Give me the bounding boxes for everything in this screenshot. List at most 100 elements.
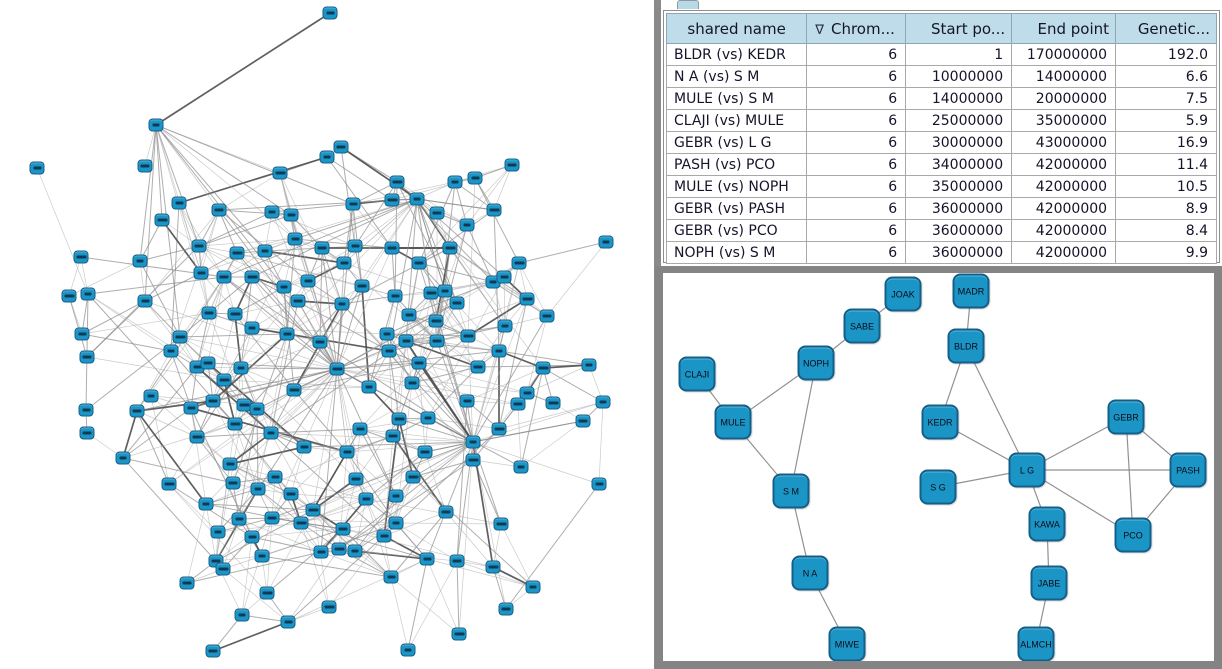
- large-network-node[interactable]: [189, 430, 205, 444]
- large-network-node[interactable]: [336, 256, 352, 270]
- large-network-node[interactable]: [438, 505, 454, 519]
- large-network-node[interactable]: [183, 401, 199, 415]
- large-network-node[interactable]: [234, 608, 250, 622]
- large-network-node[interactable]: [545, 396, 561, 410]
- large-network-node[interactable]: [205, 394, 221, 408]
- table-row[interactable]: GEBR (vs) PASH 6 36000000 42000000 8.9: [665, 197, 1217, 220]
- large-network-node[interactable]: [423, 286, 439, 300]
- table-row[interactable]: NOPH (vs) S M 6 36000000 42000000 9.9: [665, 241, 1217, 264]
- large-network-node[interactable]: [80, 287, 96, 301]
- large-network-node[interactable]: [417, 445, 433, 459]
- large-network-node[interactable]: [137, 159, 153, 173]
- large-network-node[interactable]: [279, 327, 295, 341]
- large-network-node[interactable]: [411, 356, 427, 370]
- large-network-node[interactable]: [486, 203, 502, 217]
- network-node-n-a[interactable]: N A: [791, 555, 829, 591]
- large-network-node[interactable]: [263, 426, 279, 440]
- large-network-node[interactable]: [358, 492, 374, 506]
- table-cell[interactable]: 42000000: [1011, 197, 1117, 220]
- large-network-node[interactable]: [388, 489, 404, 503]
- large-network-node[interactable]: [398, 334, 414, 348]
- large-network-node[interactable]: [200, 356, 216, 370]
- large-network-node[interactable]: [401, 308, 417, 322]
- large-network-node[interactable]: [447, 175, 463, 189]
- large-network-node[interactable]: [283, 208, 299, 222]
- large-network-node[interactable]: [339, 445, 355, 459]
- table-cell[interactable]: 5.9: [1115, 109, 1217, 132]
- table-cell[interactable]: GEBR (vs) PCO: [665, 219, 808, 242]
- large-network-node[interactable]: [314, 241, 330, 255]
- table-cell[interactable]: 36000000: [905, 241, 1013, 264]
- large-network-node[interactable]: [264, 511, 280, 525]
- network-node-miwe[interactable]: MIWE: [828, 626, 866, 661]
- large-network-node[interactable]: [519, 292, 535, 306]
- large-network-node[interactable]: [379, 327, 395, 341]
- large-network-node[interactable]: [535, 361, 551, 375]
- network-node-noph[interactable]: NOPH: [797, 345, 835, 381]
- large-network-node[interactable]: [163, 344, 179, 358]
- large-network-node[interactable]: [205, 644, 221, 658]
- table-cell[interactable]: MULE (vs) NOPH: [665, 175, 808, 198]
- large-network-node[interactable]: [154, 213, 170, 227]
- large-network-node[interactable]: [595, 395, 611, 409]
- large-network-node[interactable]: [465, 435, 481, 449]
- large-network-node[interactable]: [254, 549, 270, 563]
- large-network-node[interactable]: [420, 411, 436, 425]
- large-network-node[interactable]: [345, 197, 361, 211]
- large-network-node[interactable]: [525, 580, 541, 594]
- large-network-node[interactable]: [244, 321, 260, 335]
- table-panel-tab[interactable]: [677, 0, 699, 9]
- large-network-node[interactable]: [236, 398, 252, 412]
- large-network-node[interactable]: [485, 560, 501, 574]
- large-network-node[interactable]: [347, 544, 363, 558]
- large-network-node[interactable]: [137, 294, 153, 308]
- large-network-node[interactable]: [143, 389, 159, 403]
- large-network-node[interactable]: [334, 297, 350, 311]
- large-network-node[interactable]: [491, 422, 507, 436]
- table-cell[interactable]: 43000000: [1011, 131, 1117, 154]
- network-node-s-g[interactable]: S G: [919, 469, 957, 505]
- large-network-node[interactable]: [61, 289, 77, 303]
- large-network-node[interactable]: [161, 477, 177, 491]
- table-cell[interactable]: 192.0: [1115, 43, 1217, 66]
- table-cell[interactable]: 42000000: [1011, 175, 1117, 198]
- large-network-node[interactable]: [429, 206, 445, 220]
- large-network-node[interactable]: [391, 412, 407, 426]
- large-network-node[interactable]: [280, 615, 296, 629]
- large-network-node[interactable]: [419, 552, 435, 566]
- large-network-node[interactable]: [347, 239, 363, 253]
- table-cell[interactable]: 42000000: [1011, 153, 1117, 176]
- large-network-node[interactable]: [179, 576, 195, 590]
- table-cell[interactable]: 14000000: [1011, 65, 1117, 88]
- large-network-node[interactable]: [493, 517, 509, 531]
- large-network-node[interactable]: [404, 376, 420, 390]
- table-row[interactable]: MULE (vs) NOPH 6 35000000 42000000 10.5: [665, 175, 1217, 198]
- large-network-node[interactable]: [319, 150, 335, 164]
- network-node-mule[interactable]: MULE: [714, 404, 752, 440]
- large-network-node[interactable]: [227, 307, 243, 321]
- column-header-chromosome[interactable]: ∇ Chrom...: [806, 13, 907, 44]
- large-network-node[interactable]: [225, 476, 241, 490]
- table-cell[interactable]: 6: [806, 131, 907, 154]
- large-network-node[interactable]: [73, 250, 89, 264]
- network-node-s-m[interactable]: S M: [772, 473, 810, 509]
- table-cell[interactable]: 36000000: [905, 219, 1013, 242]
- large-network-node[interactable]: [74, 327, 90, 341]
- large-network-node[interactable]: [79, 350, 95, 364]
- large-network-node[interactable]: [497, 319, 513, 333]
- large-network-node[interactable]: [276, 280, 292, 294]
- large-network-node[interactable]: [272, 166, 288, 180]
- table-cell[interactable]: 6: [806, 241, 907, 264]
- large-network-node[interactable]: [244, 530, 260, 544]
- table-cell[interactable]: N A (vs) S M: [665, 65, 808, 88]
- table-cell[interactable]: 14000000: [905, 87, 1013, 110]
- large-network-node[interactable]: [283, 487, 299, 501]
- table-cell[interactable]: 6: [806, 219, 907, 242]
- table-row[interactable]: N A (vs) S M 6 10000000 14000000 6.6: [665, 65, 1217, 88]
- table-cell[interactable]: 6.6: [1115, 65, 1217, 88]
- large-network-node[interactable]: [29, 161, 45, 175]
- large-network-node[interactable]: [115, 451, 131, 465]
- large-network-node[interactable]: [428, 314, 444, 328]
- table-cell[interactable]: 42000000: [1011, 241, 1117, 264]
- large-network-node[interactable]: [250, 482, 266, 496]
